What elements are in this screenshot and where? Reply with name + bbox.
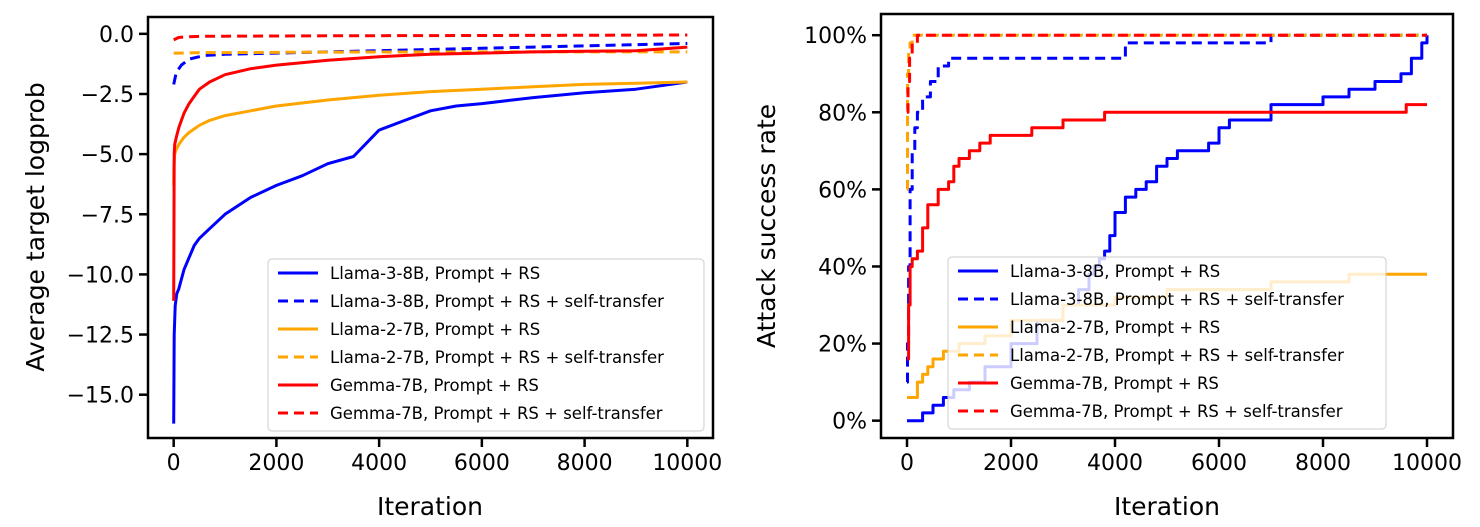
series-line-2 bbox=[906, 33, 1427, 384]
y-tick-label: −12.5 bbox=[67, 324, 134, 349]
x-axis-label-logprob: Iteration bbox=[377, 492, 483, 521]
legend-entry: Llama-3-8B, Prompt + RS bbox=[1010, 262, 1220, 281]
x-tick-label: 4000 bbox=[351, 451, 407, 476]
y-tick-label: −15.0 bbox=[67, 384, 134, 409]
series-line-5 bbox=[907, 103, 1427, 361]
x-tick-label: 4000 bbox=[1087, 451, 1143, 476]
legend-entry: Llama-3-8B, Prompt + RS + self-transfer bbox=[1010, 290, 1344, 309]
chart-logprob: Average target logprob Iteration 0 2000 40… bbox=[21, 15, 722, 521]
plot-frame bbox=[146, 15, 715, 440]
y-tick-label: 60% bbox=[818, 178, 867, 203]
x-tick-label: 10000 bbox=[1392, 451, 1462, 476]
x-tick-label: 8000 bbox=[557, 451, 613, 476]
y-tick-label: −10.0 bbox=[67, 263, 134, 288]
chart-attack-success-rate: Attack success rate Iteration 0 2000 4000 6… bbox=[752, 12, 1462, 521]
legend-entry: Gemma-7B, Prompt + RS bbox=[1010, 374, 1219, 393]
y-axis-label-asr: Attack success rate bbox=[752, 104, 781, 348]
legend-entry: Gemma-7B, Prompt + RS + self-transfer bbox=[330, 404, 663, 423]
x-tick-label: 6000 bbox=[1191, 451, 1247, 476]
y-tick-label: 0% bbox=[832, 410, 867, 435]
legend-entry: Gemma-7B, Prompt + RS bbox=[330, 376, 539, 395]
x-tick-label: 0 bbox=[900, 451, 914, 476]
series-line-6 bbox=[906, 33, 1427, 114]
x-tick-label: 10000 bbox=[652, 451, 722, 476]
legend-entry: Llama-3-8B, Prompt + RS bbox=[330, 264, 540, 283]
legend: Llama-3-8B, Prompt + RS Llama-3-8B, Promp… bbox=[267, 258, 705, 432]
legend-entry: Llama-2-7B, Prompt + RS + self-transfer bbox=[1010, 346, 1344, 365]
series-line-3 bbox=[172, 80, 688, 186]
y-tick-label: −2.5 bbox=[81, 83, 134, 108]
legend: Llama-3-8B, Prompt + RS Llama-3-8B, Promp… bbox=[947, 256, 1387, 430]
y-tick-label: −5.0 bbox=[81, 143, 134, 168]
series-line-5 bbox=[172, 45, 688, 301]
y-tick-label: 100% bbox=[804, 24, 867, 49]
series-line-4 bbox=[906, 33, 1427, 191]
x-tick-label: 2000 bbox=[983, 451, 1039, 476]
x-tick-label: 8000 bbox=[1295, 451, 1351, 476]
y-tick-label: 40% bbox=[818, 255, 867, 280]
y-tick-label: 20% bbox=[818, 333, 867, 358]
y-tick-label: 0.0 bbox=[99, 23, 134, 48]
legend-entry: Gemma-7B, Prompt + RS + self-transfer bbox=[1010, 402, 1343, 421]
x-tick-label: 0 bbox=[167, 451, 181, 476]
y-axis-label-logprob: Average target logprob bbox=[21, 82, 50, 371]
series-line-6 bbox=[173, 33, 688, 42]
y-tick-label: 80% bbox=[818, 101, 867, 126]
legend-entry: Llama-2-7B, Prompt + RS bbox=[1010, 318, 1220, 337]
legend-entry: Llama-2-7B, Prompt + RS bbox=[330, 320, 540, 339]
legend-entry: Llama-2-7B, Prompt + RS + self-transfer bbox=[330, 348, 664, 367]
x-axis-label-asr: Iteration bbox=[1114, 492, 1220, 521]
legend-entry: Llama-3-8B, Prompt + RS + self-transfer bbox=[330, 292, 664, 311]
plot-frame bbox=[879, 12, 1455, 440]
x-tick-label: 2000 bbox=[248, 451, 304, 476]
x-tick-label: 6000 bbox=[454, 451, 510, 476]
series-line-2 bbox=[172, 42, 688, 85]
y-tick-label: −7.5 bbox=[81, 203, 134, 228]
series-line-1 bbox=[172, 80, 688, 424]
